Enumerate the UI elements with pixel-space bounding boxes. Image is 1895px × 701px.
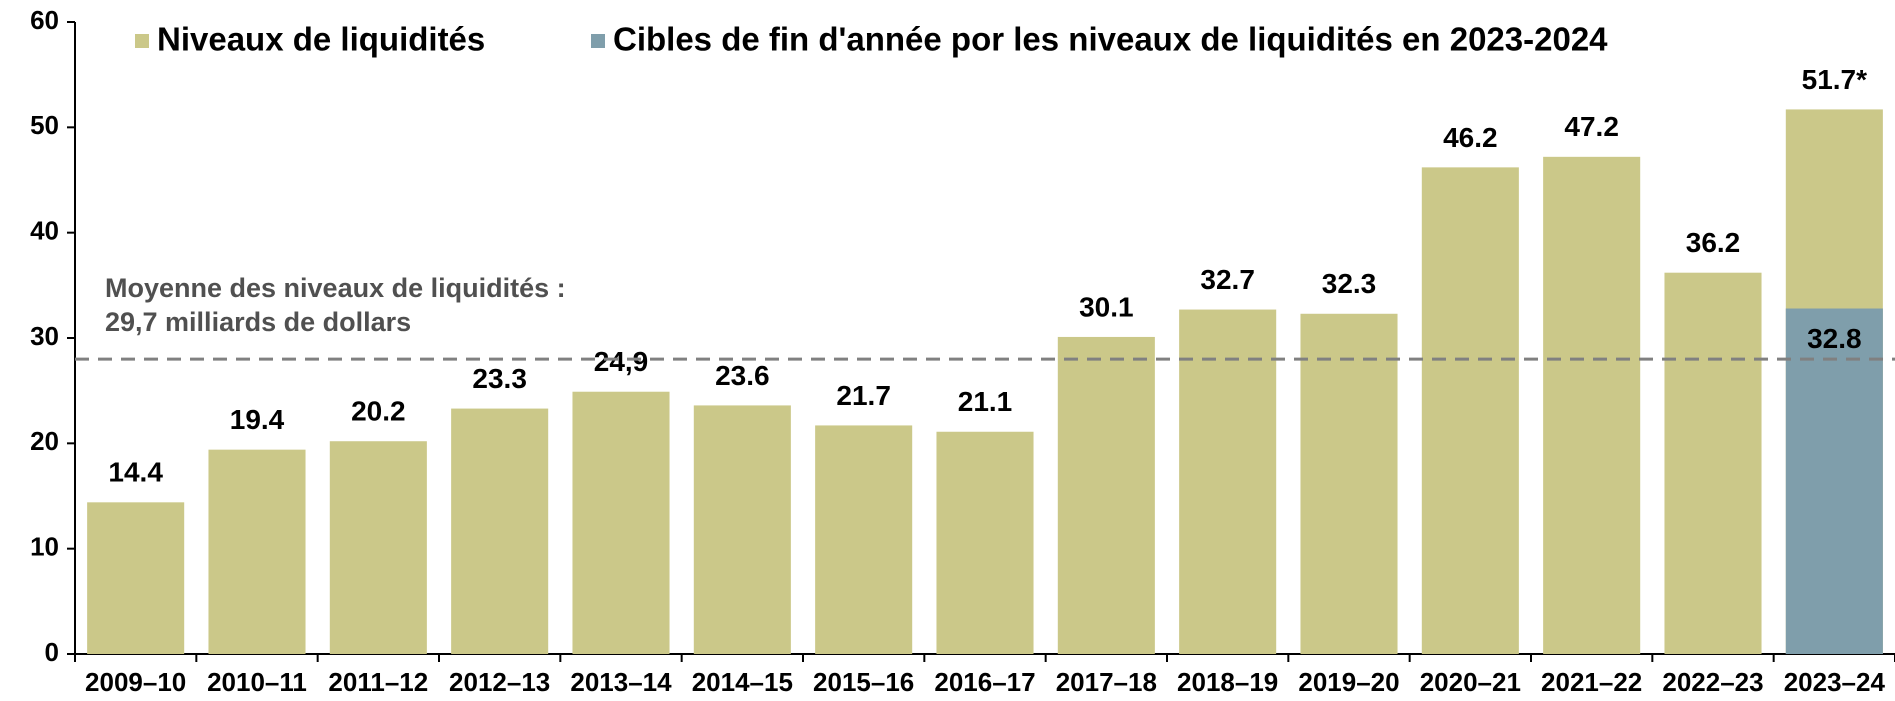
- y-tick-label: 50: [30, 110, 59, 140]
- y-tick-label: 0: [45, 637, 59, 667]
- value-label: 30.1: [1079, 291, 1134, 322]
- value-label: 23.6: [715, 360, 770, 391]
- bar: [329, 441, 427, 654]
- bar: [1057, 336, 1155, 654]
- bar: [451, 408, 549, 654]
- x-tick-label: 2015–16: [813, 667, 914, 697]
- value-label: 20.2: [351, 396, 406, 427]
- y-tick-label: 30: [30, 321, 59, 351]
- legend-label: Niveaux de liquidités: [157, 21, 485, 58]
- x-tick-label: 2013–14: [570, 667, 672, 697]
- value-label: 23.3: [472, 363, 527, 394]
- x-tick-label: 2021–22: [1541, 667, 1642, 697]
- value-label: 14.4: [108, 457, 163, 488]
- legend-label: Cibles de fin d'année por les niveaux de…: [613, 21, 1608, 58]
- x-tick-label: 2016–17: [934, 667, 1035, 697]
- x-tick-label: 2020–21: [1420, 667, 1521, 697]
- x-tick-label: 2017–18: [1056, 667, 1157, 697]
- x-tick-label: 2009–10: [85, 667, 186, 697]
- bar: [1179, 309, 1277, 654]
- value-label: 46.2: [1443, 122, 1498, 153]
- bar: [208, 449, 306, 654]
- bar: [1785, 308, 1883, 654]
- value-label: 32.7: [1200, 264, 1255, 295]
- x-tick-label: 2014–15: [692, 667, 793, 697]
- bar: [1664, 272, 1762, 654]
- x-tick-label: 2022–23: [1662, 667, 1763, 697]
- bar: [87, 502, 185, 654]
- x-tick-label: 2010–11: [207, 667, 307, 697]
- x-tick-label: 2018–19: [1177, 667, 1278, 697]
- y-tick-label: 60: [30, 5, 59, 35]
- value-label: 32.3: [1322, 268, 1377, 299]
- value-label: 21.1: [958, 386, 1013, 417]
- bar: [572, 391, 670, 654]
- y-tick-label: 10: [30, 532, 59, 562]
- x-tick-label: 2012–13: [449, 667, 550, 697]
- bar: [1543, 156, 1641, 654]
- value-label: 47.2: [1564, 111, 1619, 142]
- legend-swatch: [135, 34, 149, 48]
- bar: [936, 431, 1034, 654]
- x-tick-label: 2011–12: [328, 667, 428, 697]
- x-tick-label: 2019–20: [1298, 667, 1399, 697]
- y-tick-label: 40: [30, 216, 59, 246]
- y-tick-label: 20: [30, 426, 59, 456]
- bar: [1300, 313, 1398, 654]
- bar: [1421, 167, 1519, 655]
- value-label: 21.7: [836, 380, 891, 411]
- x-tick-label: 2023–24: [1784, 667, 1886, 697]
- value-label: 24,9: [594, 346, 649, 377]
- value-label: 32.8: [1807, 323, 1862, 354]
- value-label: 19.4: [230, 404, 285, 435]
- reference-label: 29,7 milliards de dollars: [105, 307, 411, 337]
- value-label: 51.7*: [1802, 64, 1867, 95]
- bar: [693, 405, 791, 654]
- value-label: 36.2: [1686, 227, 1741, 258]
- legend-swatch: [591, 34, 605, 48]
- reference-label: Moyenne des niveaux de liquidités :: [105, 273, 566, 303]
- bar: [815, 425, 913, 654]
